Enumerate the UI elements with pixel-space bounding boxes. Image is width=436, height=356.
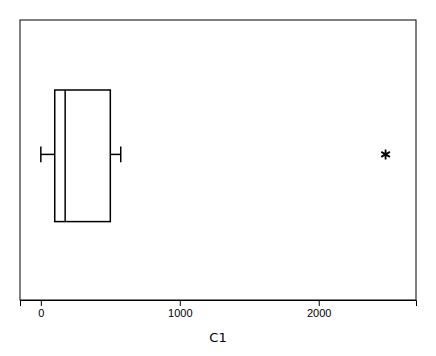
- x-tick: 1000: [168, 300, 192, 319]
- whisker-cap-low: [40, 147, 42, 163]
- box-plot: [41, 90, 390, 222]
- x-axis-line: [21, 301, 417, 307]
- plot-area: 0 1000 2000: [20, 20, 417, 319]
- x-tick-label: 1000: [168, 307, 192, 319]
- x-tick-mark: [319, 300, 320, 306]
- chart: 0 1000 2000 C1: [0, 0, 436, 356]
- whisker-cap-high: [120, 147, 122, 163]
- whisker-high: [110, 154, 120, 156]
- x-axis-title: C1: [209, 330, 226, 345]
- x-axis: 0 1000 2000: [21, 300, 417, 319]
- x-tick-mark: [180, 300, 181, 306]
- median: [64, 90, 66, 222]
- x-tick-label: 2000: [307, 307, 331, 319]
- plot-frame: [20, 20, 416, 300]
- x-tick-label: 0: [38, 307, 44, 319]
- x-tick-mark: [41, 300, 42, 306]
- outlier: [381, 149, 390, 159]
- x-tick: 2000: [307, 300, 331, 319]
- box: [55, 90, 111, 222]
- x-tick: 0: [38, 300, 44, 319]
- whisker-low: [41, 154, 55, 156]
